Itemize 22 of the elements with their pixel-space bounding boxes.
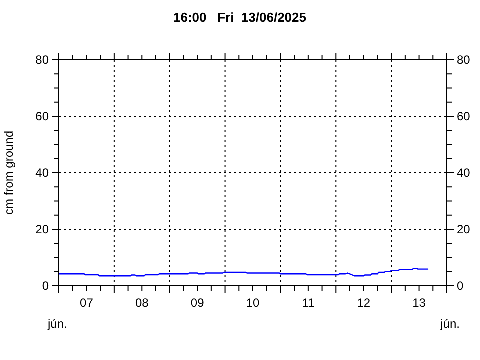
y2-tick-label: 40 (457, 166, 471, 180)
chart-title: 16:00 Fri 13/06/2025 (174, 10, 306, 25)
y-axis-title: cm from ground (2, 130, 16, 216)
x-tick-label: 13 (412, 296, 426, 310)
line-series (58, 268, 430, 277)
y-tick-label: 40 (36, 166, 50, 180)
x-tick-label: 12 (357, 296, 371, 310)
y-tick-label: 0 (42, 279, 50, 293)
x-tick-label: 07 (80, 296, 94, 310)
y2-tick-label: 60 (457, 110, 471, 124)
y-tick-label: 20 (36, 222, 50, 236)
x-tick-label: 10 (246, 296, 260, 310)
x-tick-label: 08 (135, 296, 150, 310)
y-tick-label: 80 (36, 53, 50, 67)
y2-tick-label: 0 (457, 279, 464, 293)
x-tick-label: 11 (302, 296, 315, 310)
y2-tick-label: 20 (457, 222, 471, 236)
x-tick-label: 09 (190, 296, 205, 310)
text: jún. (440, 317, 460, 331)
y2-tick-label: 80 (457, 53, 471, 67)
text: jún. (47, 317, 68, 331)
y-tick-label: 60 (36, 110, 50, 124)
